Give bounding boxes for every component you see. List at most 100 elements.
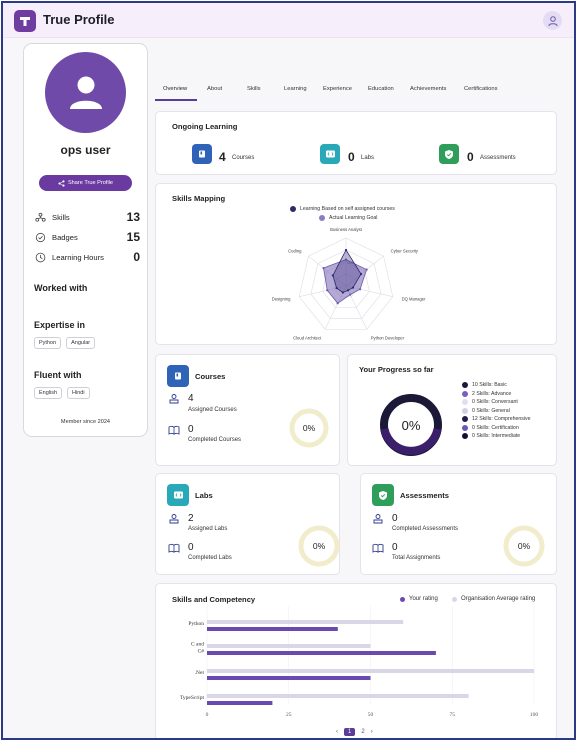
assigned-courses-count: 4 — [188, 393, 194, 404]
profile-card: ops user Share True Profile Skills 13 Ba… — [23, 43, 148, 437]
bar — [207, 627, 338, 631]
radar-series-goal-area — [323, 259, 368, 304]
labs-icon — [320, 144, 340, 164]
radar-series-goal-point — [344, 258, 348, 261]
tab-about[interactable]: About — [207, 86, 223, 92]
radar-axis-label: Python Developer — [371, 335, 405, 340]
radar-grid-ring — [310, 249, 382, 319]
legend-swatch — [462, 424, 468, 431]
labs-progress-ring: 0% — [297, 524, 341, 568]
progress-legend-item: 0 Skills: Conversant — [462, 399, 518, 405]
avatar — [45, 52, 126, 133]
progress-legend-item: 12 Skills: Comprehensive — [462, 416, 531, 422]
user-icon — [547, 15, 558, 26]
badge-icon — [34, 231, 46, 243]
skills-mapping-title: Skills Mapping — [172, 194, 226, 203]
radar-series-self-point — [331, 274, 334, 277]
profile-tabs: Overview About Skills Learning Experienc… — [155, 86, 557, 102]
stat-badges: Badges 15 — [34, 230, 140, 244]
completed-courses-count: 0 — [188, 424, 194, 435]
tab-certifications[interactable]: Certifications — [464, 86, 498, 92]
courses-card-icon — [167, 365, 189, 387]
tab-overview[interactable]: Overview — [163, 86, 188, 92]
radar-series-self-point — [335, 287, 338, 290]
tab-learning[interactable]: Learning — [284, 86, 307, 92]
legend-label: Your rating — [409, 596, 438, 602]
courses-card-title: Courses — [195, 372, 226, 381]
ongoing-labs-count: 0 — [348, 150, 355, 164]
legend-label: 0 Skills: Certification — [472, 424, 519, 431]
legend-swatch — [462, 399, 468, 405]
labs-progress-value: 0% — [312, 541, 326, 551]
radar-legend-b: Actual Learning Goal — [319, 215, 377, 221]
legend-label: 2 Skills: Advance — [472, 390, 512, 397]
legend-swatch — [462, 390, 468, 397]
completed-assessments-count: 0 — [392, 513, 398, 524]
radar-series-self-point — [346, 289, 350, 292]
assessments-card-icon — [372, 484, 394, 506]
app-logo[interactable] — [14, 10, 36, 32]
active-tab-indicator — [155, 99, 197, 101]
competency-legend-org: Organisation Average rating — [452, 596, 535, 602]
legend-label: Actual Learning Goal — [329, 215, 378, 221]
competency-title: Skills and Competency — [172, 595, 256, 604]
pagination-next[interactable]: › — [370, 729, 373, 735]
progress-card: Your Progress so far 0% 10 Skills: Basic… — [347, 354, 557, 466]
share-profile-button[interactable]: Share True Profile — [39, 175, 132, 191]
book-open-icon — [372, 543, 384, 553]
expertise-chip: Angular — [66, 337, 96, 349]
assigned-icon — [169, 514, 179, 524]
stat-label: Learning Hours — [52, 252, 104, 262]
assessments-icon — [439, 144, 459, 164]
tab-achievements[interactable]: Achievements — [410, 86, 447, 92]
x-tick-label: 50 — [368, 712, 374, 718]
profile-username: ops user — [60, 143, 111, 157]
labs-card-title: Labs — [195, 491, 213, 500]
radar-axis-label: Cloud Architect — [293, 335, 322, 340]
x-tick-label: 0 — [206, 712, 209, 718]
ongoing-learning-card: Ongoing Learning 4 Courses 0 Labs 0 Asse… — [155, 111, 557, 175]
ongoing-assessments-label: Assessments — [480, 155, 516, 161]
legend-swatch — [452, 596, 457, 602]
radar-series-self-point — [344, 248, 348, 252]
competency-pagination: ‹ 1 2 › — [336, 728, 373, 736]
app-title: True Profile — [43, 12, 115, 27]
legend-label: 12 Skills: Comprehensive — [472, 416, 531, 422]
legend-label: 10 Skills: Basic — [472, 382, 507, 388]
y-category-label: C and — [191, 642, 204, 648]
x-tick-label: 100 — [530, 712, 539, 718]
bar — [207, 644, 371, 648]
y-category-label: TypeScript — [180, 695, 205, 701]
pagination-page-2[interactable]: 2 — [361, 729, 365, 735]
bar — [207, 669, 534, 673]
pagination-prev[interactable]: ‹ — [336, 729, 338, 735]
bar — [207, 676, 371, 680]
tab-experience[interactable]: Experience — [323, 86, 353, 92]
pagination-page-1[interactable]: 1 — [344, 728, 356, 736]
tab-skills[interactable]: Skills — [247, 86, 261, 92]
legend-swatch — [319, 215, 325, 221]
ongoing-assessments-count: 0 — [467, 150, 474, 164]
assessments-card: Assessments 0 Completed Assessments 0 To… — [360, 473, 557, 575]
bar — [207, 651, 436, 655]
radar-series-goal-point — [349, 293, 352, 296]
progress-legend-item: 0 Skills: Certification — [462, 424, 519, 431]
y-category-label: Python — [188, 621, 204, 627]
tab-education[interactable]: Education — [368, 86, 394, 92]
user-menu-button[interactable] — [543, 11, 562, 30]
expertise-title: Expertise in — [34, 320, 86, 330]
progress-legend-item: 2 Skills: Advance — [462, 390, 512, 397]
top-bar: True Profile — [3, 3, 574, 38]
clock-icon — [34, 251, 46, 263]
assessments-card-title: Assessments — [400, 491, 449, 500]
stat-value: 0 — [133, 250, 140, 264]
progress-title: Your Progress so far — [359, 365, 434, 374]
ongoing-learning-title: Ongoing Learning — [172, 122, 238, 131]
radar-series-self-point — [359, 272, 363, 276]
avatar-person-icon — [69, 76, 102, 109]
courses-icon — [192, 144, 212, 164]
y-category-label: .Net — [195, 670, 205, 676]
stat-value: 15 — [126, 230, 140, 244]
ongoing-courses-label: Courses — [232, 155, 255, 161]
